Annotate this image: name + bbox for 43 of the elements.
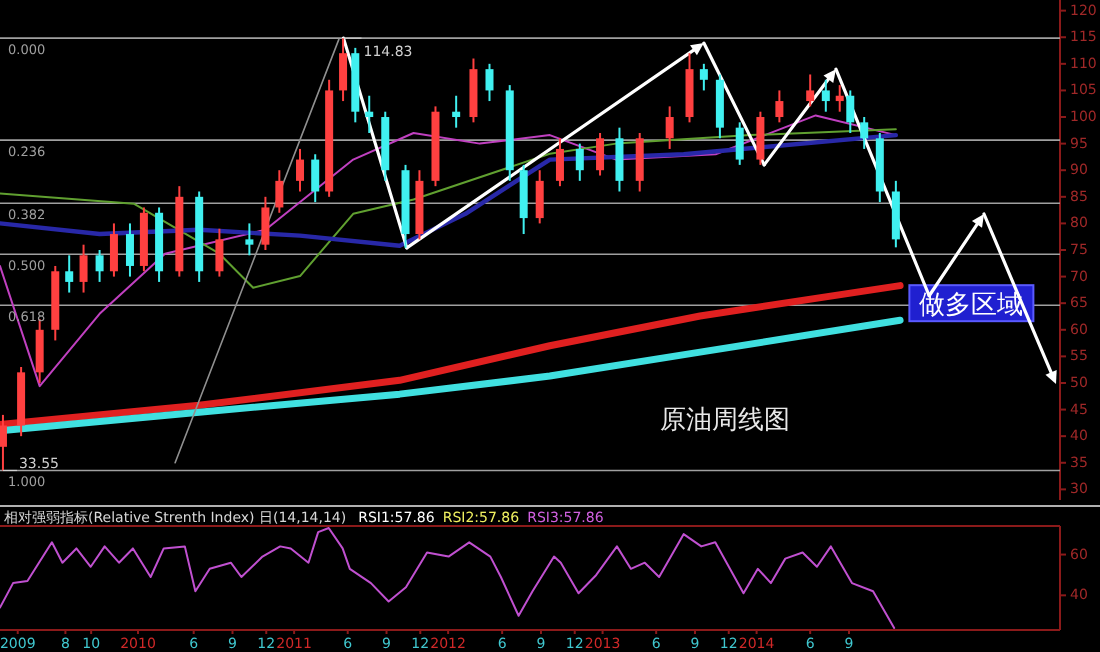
candlestick	[806, 73, 815, 108]
line-series	[0, 128, 897, 289]
candlestick	[245, 222, 254, 257]
candlestick	[555, 137, 564, 188]
candlestick	[596, 131, 605, 177]
candlestick	[699, 62, 708, 92]
candlestick	[891, 179, 900, 249]
candlestick	[65, 254, 74, 294]
candlestick	[215, 227, 224, 278]
candlestick	[665, 105, 674, 150]
candlestick	[846, 89, 855, 134]
candlestick	[821, 78, 830, 113]
candlestick	[735, 121, 744, 166]
candlestick	[575, 142, 584, 182]
candlestick	[860, 116, 869, 150]
candlestick	[469, 57, 478, 124]
candlestick	[615, 126, 624, 193]
annotation: 做多区域	[919, 291, 1024, 322]
candlestick	[835, 84, 844, 113]
candlestick	[275, 169, 284, 214]
candlestick	[519, 163, 528, 236]
candlestick	[452, 94, 461, 129]
annotation: 原油周线图	[660, 406, 790, 436]
candlestick	[635, 131, 644, 193]
candlestick	[79, 243, 88, 294]
candlestick	[109, 222, 118, 278]
candlestick	[0, 413, 7, 472]
candlestick	[296, 147, 305, 193]
candlestick	[535, 169, 544, 225]
candlestick	[775, 89, 784, 124]
line-series	[0, 132, 899, 248]
candlestick	[485, 62, 494, 103]
candlestick	[125, 222, 134, 278]
candlestick	[365, 94, 374, 134]
candlestick	[756, 110, 765, 166]
candlestick	[35, 318, 44, 384]
candlestick	[685, 52, 694, 124]
candlestick	[311, 153, 320, 204]
line-series	[0, 527, 896, 629]
candlestick	[339, 37, 348, 103]
candlestick	[261, 195, 270, 251]
candlestick	[715, 73, 724, 140]
candlestick	[95, 249, 104, 283]
